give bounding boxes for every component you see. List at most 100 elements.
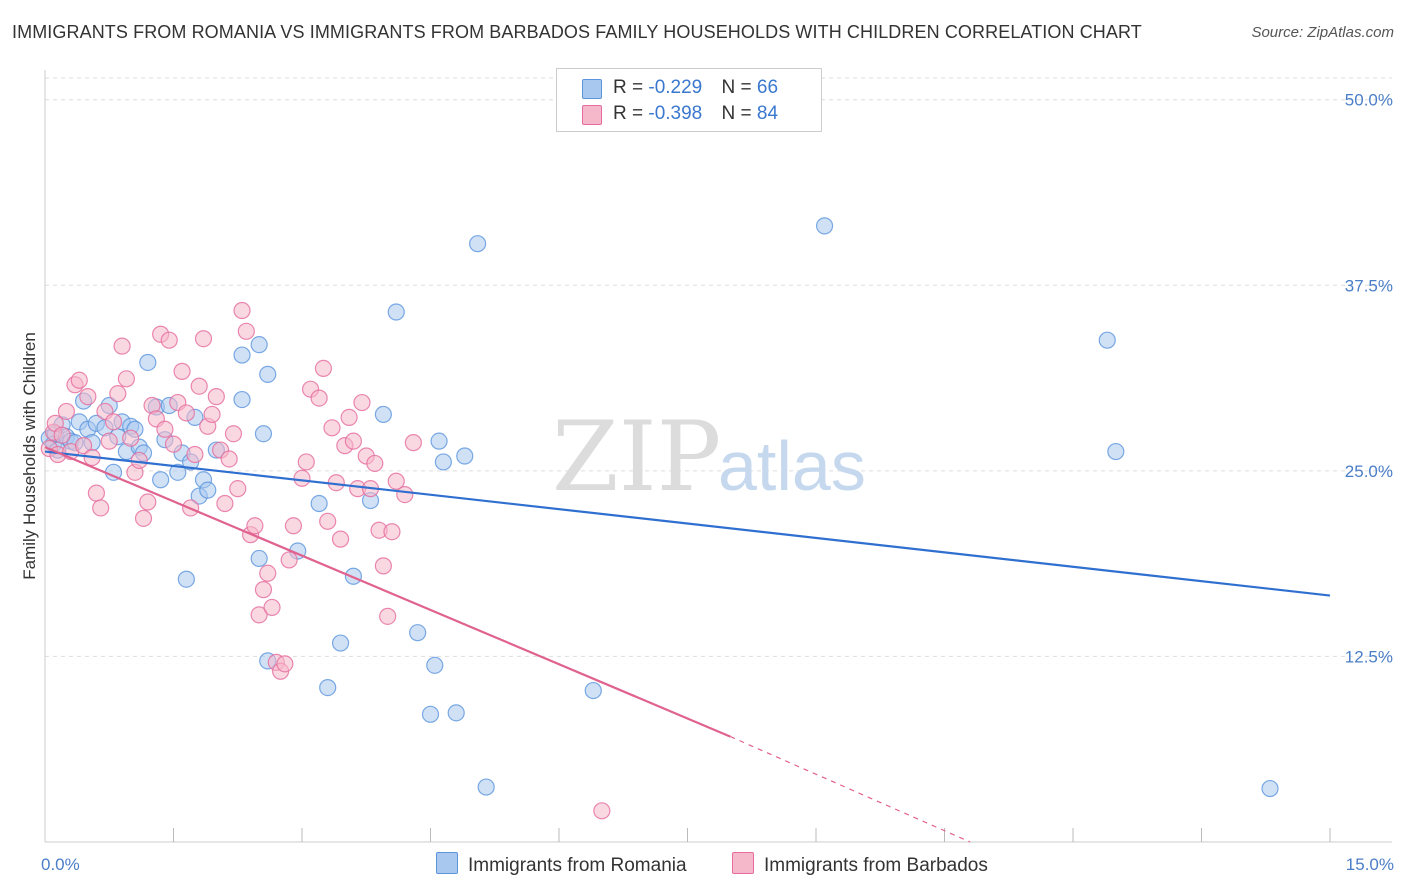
- barbados-point: [134, 509, 153, 527]
- barbados-point: [263, 598, 281, 617]
- y-tick-label: 50.0%: [1345, 91, 1393, 110]
- romania-point: [139, 353, 157, 372]
- barbados-point: [297, 453, 315, 471]
- barbados-point: [344, 432, 362, 450]
- romania-point: [199, 481, 217, 499]
- barbados-point: [233, 301, 251, 320]
- source-label: Source: ZipAtlas.com: [1251, 24, 1394, 41]
- barbados-point: [224, 425, 243, 443]
- romania-point: [331, 634, 350, 652]
- romania-point: [1107, 442, 1125, 461]
- x-tick-label: 0.0%: [41, 855, 80, 874]
- barbados-point: [229, 480, 247, 498]
- legend-n-value-romania: 66: [756, 77, 779, 98]
- romania-point: [152, 471, 170, 489]
- barbados-point: [173, 362, 191, 380]
- barbados-point: [396, 486, 414, 504]
- watermark-zip: ZIP: [552, 401, 721, 513]
- bottom-legend-romania: Immigrants from Romania: [436, 852, 687, 877]
- romania-point: [469, 235, 487, 253]
- legend-swatch-romania: [582, 79, 602, 99]
- legend-r-value-barbados: -0.398: [648, 103, 703, 124]
- barbados-point: [79, 388, 97, 406]
- legend-n-value-barbados: 84: [756, 103, 779, 124]
- barbados-point: [70, 371, 88, 389]
- romania-point: [815, 217, 834, 235]
- series-barbados: [40, 301, 611, 820]
- bottom-legend-swatch-barbados: [732, 852, 754, 874]
- barbados-point: [74, 437, 93, 455]
- barbados-point: [207, 388, 225, 406]
- barbados-point: [117, 370, 135, 388]
- bottom-legend-label-romania: Immigrants from Romania: [468, 855, 687, 876]
- barbados-point: [53, 426, 71, 444]
- barbados-point: [113, 337, 131, 355]
- barbados-point: [122, 429, 140, 447]
- romania-point: [409, 624, 427, 642]
- romania-point: [447, 704, 465, 722]
- barbados-point: [203, 405, 221, 424]
- legend-row-romania: R = -0.229 N = 66: [582, 77, 779, 99]
- barbados-point: [250, 606, 268, 624]
- barbados-point: [353, 393, 371, 412]
- legend-swatch-barbados: [582, 105, 602, 125]
- barbados-point: [160, 331, 178, 349]
- barbados-point: [340, 408, 358, 426]
- romania-point: [177, 570, 195, 588]
- barbados-point: [366, 454, 384, 473]
- barbados-point: [319, 512, 337, 530]
- barbados-trendline-extension: [730, 736, 971, 843]
- barbados-point: [284, 517, 303, 535]
- legend-n-label: N =: [721, 103, 757, 124]
- axis-labels: 12.5% 25.0% 37.5% 50.0% 0.0% 15.0% Family Hous…: [20, 91, 1394, 874]
- barbados-point: [379, 607, 397, 625]
- romania-point: [250, 549, 268, 568]
- barbados-point: [100, 432, 118, 450]
- romania-point: [430, 432, 448, 450]
- barbados-point: [156, 420, 174, 438]
- romania-point: [250, 336, 268, 354]
- legend-r-label: R =: [613, 103, 649, 124]
- watermark-atlas: atlas: [718, 427, 866, 505]
- barbados-point: [109, 385, 127, 403]
- legend-n-label: N =: [721, 77, 757, 98]
- barbados-point: [190, 377, 208, 395]
- barbados-point: [220, 450, 238, 468]
- bottom-legend-barbados: Immigrants from Barbados: [732, 852, 988, 877]
- romania-point: [456, 447, 474, 465]
- barbados-trendline: [44, 446, 731, 738]
- legend-r-value-romania: -0.229: [648, 77, 703, 98]
- romania-point: [254, 425, 273, 443]
- barbados-point: [216, 494, 234, 513]
- legend-r-label: R =: [613, 77, 649, 98]
- barbados-point: [280, 551, 298, 569]
- romania-point: [584, 681, 602, 700]
- romania-point: [426, 656, 444, 674]
- y-tick-label: 12.5%: [1345, 647, 1393, 666]
- barbados-point: [259, 564, 277, 582]
- barbados-point: [164, 435, 183, 453]
- y-axis-title: Family Households with Children: [20, 332, 39, 580]
- barbados-point: [194, 330, 213, 348]
- barbados-point: [57, 402, 76, 421]
- barbados-point: [254, 581, 273, 599]
- barbados-point: [92, 499, 110, 517]
- x-tick-label: 15.0%: [1346, 855, 1394, 874]
- romania-point: [1098, 331, 1116, 349]
- correlation-legend: R = -0.229 N = 66 R = -0.398 N = 84: [556, 68, 822, 132]
- chart-title: IMMIGRANTS FROM ROMANIA VS IMMIGRANTS FR…: [12, 22, 1142, 42]
- barbados-point: [383, 523, 401, 541]
- barbados-point: [387, 472, 405, 490]
- barbados-point: [314, 359, 333, 378]
- romania-point: [310, 494, 328, 513]
- barbados-point: [237, 322, 255, 340]
- barbados-point: [186, 445, 204, 464]
- romania-point: [233, 346, 251, 364]
- bottom-legend-swatch-romania: [436, 852, 458, 874]
- barbados-point: [310, 389, 328, 407]
- y-tick-label: 37.5%: [1345, 276, 1393, 295]
- barbados-point: [246, 517, 264, 535]
- barbados-point: [404, 434, 422, 452]
- gridlines: [45, 77, 1392, 657]
